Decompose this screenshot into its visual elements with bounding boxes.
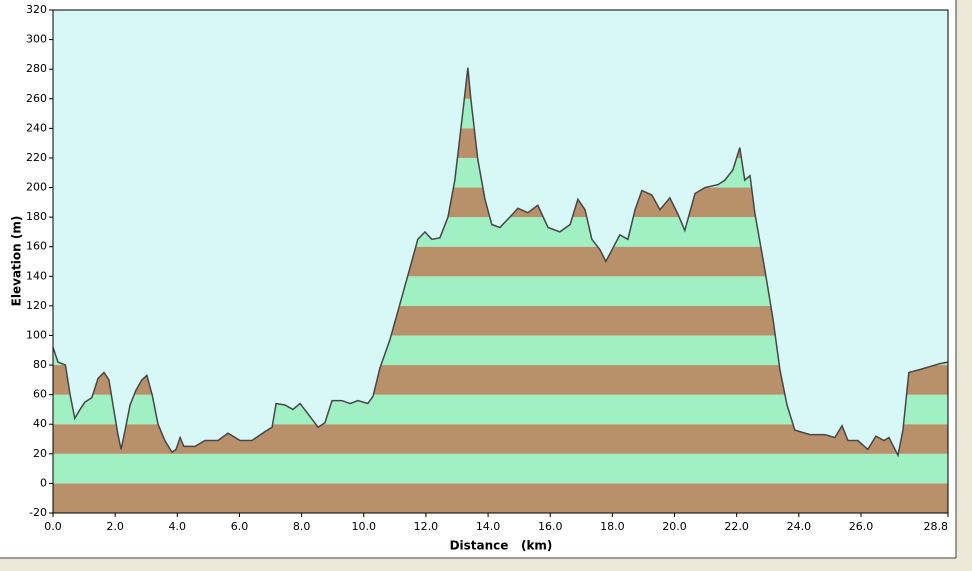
y-tick-label: 300 (26, 33, 47, 46)
y-tick-label: 180 (26, 210, 47, 223)
x-tick-label: 28.8 (924, 520, 949, 533)
x-tick-label: 22.0 (724, 520, 749, 533)
x-axis-title: Distance (km) (450, 539, 553, 553)
y-tick-label: 280 (26, 62, 47, 75)
y-tick-label: 220 (26, 151, 47, 164)
x-tick-label: 6.0 (231, 520, 249, 533)
x-tick-label: 16.0 (538, 520, 563, 533)
y-tick-label: 240 (26, 121, 47, 134)
x-tick-label: 24.0 (787, 520, 812, 533)
plot-border (52, 9, 949, 514)
y-tick-label: 0 (40, 476, 47, 489)
y-tick-label: 320 (26, 3, 47, 16)
x-tick-label: 20.0 (662, 520, 687, 533)
x-tick-label: 8.0 (293, 520, 311, 533)
y-tick-label: 60 (33, 388, 47, 401)
x-tick-label: 2.0 (106, 520, 124, 533)
y-tick-label: 200 (26, 181, 47, 194)
y-tick-label: 100 (26, 328, 47, 341)
y-tick-label: 80 (33, 358, 47, 371)
y-axis-title: Elevation (m) (10, 216, 24, 307)
y-tick-label: 20 (33, 447, 47, 460)
x-tick-label: 26.0 (849, 520, 874, 533)
y-tick-label: 40 (33, 417, 47, 430)
x-tick-label: 18.0 (600, 520, 625, 533)
y-tick-label: 260 (26, 92, 47, 105)
x-tick-label: 14.0 (476, 520, 501, 533)
elevation-line (52, 67, 949, 458)
y-tick-label: 120 (26, 299, 47, 312)
x-tick-label: 4.0 (169, 520, 187, 533)
y-tick-label: 160 (26, 240, 47, 253)
elevation-band (53, 453, 948, 484)
y-tick-label: 140 (26, 269, 47, 282)
y-tick-label: -20 (29, 506, 47, 519)
elevation-band (53, 483, 948, 513)
x-tick-label: 0.0 (44, 520, 62, 533)
x-tick-label: 12.0 (414, 520, 439, 533)
x-tick-label: 10.0 (352, 520, 377, 533)
